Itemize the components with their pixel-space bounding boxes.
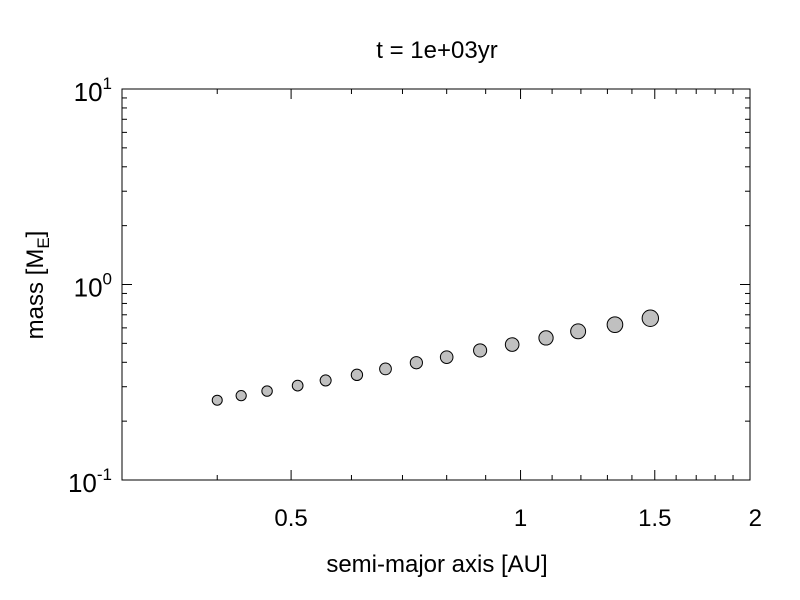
data-point (439, 350, 454, 364)
x-tick-label: 0.5 (274, 505, 307, 532)
data-point (570, 323, 587, 340)
data-point (504, 337, 520, 352)
y-axis-label-main: mass [M (22, 249, 49, 340)
y-tick-label-base: 10 (74, 77, 103, 107)
y-tick-label: 100 (74, 270, 112, 303)
minor-ticks (121, 89, 750, 480)
data-point (606, 316, 624, 334)
data-point (350, 368, 364, 382)
data-point (409, 356, 423, 370)
data-point (261, 385, 273, 397)
chart-title: t = 1e+03yr (376, 37, 497, 64)
data-point (473, 343, 488, 358)
data-point (211, 394, 223, 406)
major-ticks (122, 88, 751, 481)
y-tick-label-exponent: 0 (103, 270, 112, 289)
data-points (211, 309, 660, 406)
y-tick-label-exponent: 1 (103, 74, 112, 93)
data-point (538, 330, 554, 346)
data-point (319, 374, 332, 387)
x-tick-labels: 0.5 1 1.5 2 (274, 505, 762, 532)
data-point (235, 390, 247, 402)
data-point (641, 309, 660, 327)
y-tick-label: 10-1 (68, 465, 112, 498)
y-tick-label-base: 10 (68, 468, 97, 498)
x-tick-label: 2 (749, 505, 762, 532)
y-tick-label-base: 10 (74, 273, 103, 303)
data-point (291, 379, 304, 392)
y-tick-label: 101 (74, 74, 112, 107)
y-tick-label-exponent: -1 (97, 465, 112, 484)
y-axis-label-sub: E (34, 237, 53, 248)
x-tick-label: 1 (514, 505, 527, 532)
data-point (379, 362, 392, 376)
y-axis-label-close: ] (22, 231, 49, 238)
plot-frame (121, 88, 751, 481)
x-tick-label: 1.5 (638, 505, 671, 532)
x-axis-label: semi-major axis [AU] (326, 551, 547, 578)
y-axis-label: mass [ME] (22, 231, 53, 340)
